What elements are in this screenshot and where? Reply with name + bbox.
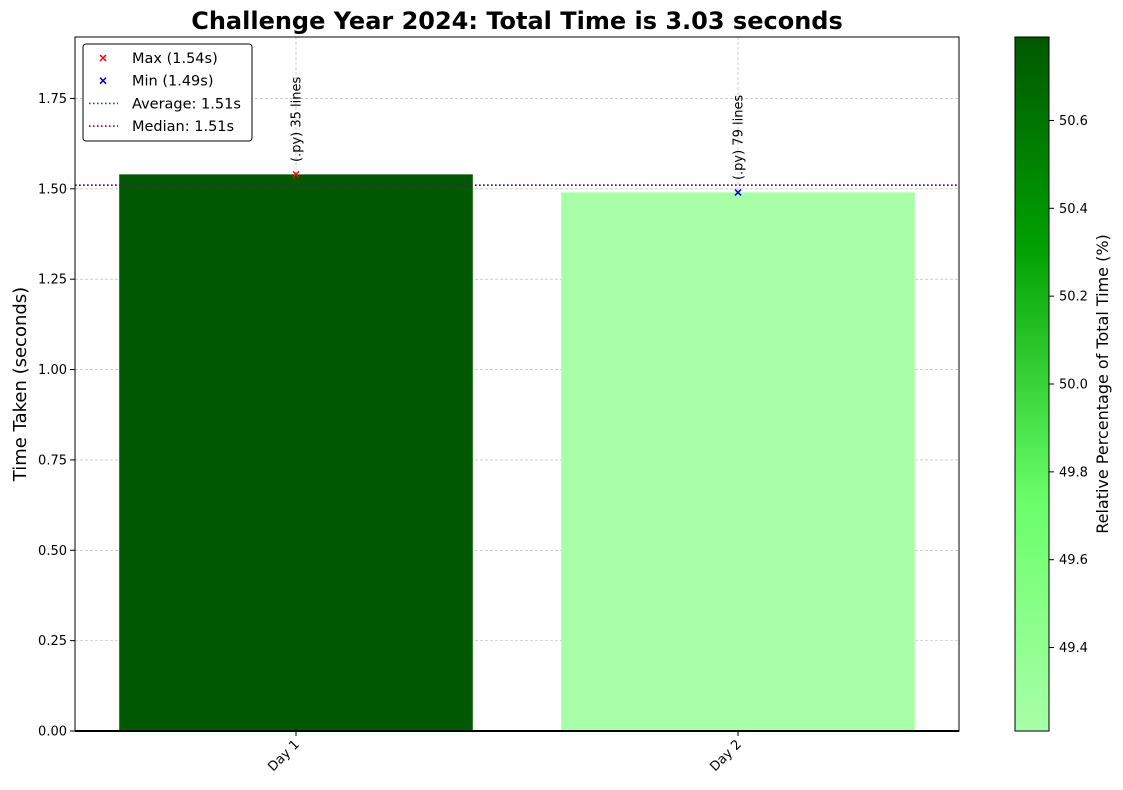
bar (561, 192, 915, 732)
markers (292, 170, 742, 196)
colorbar-tick-label: 49.4 (1059, 641, 1088, 656)
legend-item: Average: 1.51s (89, 96, 241, 112)
colorbar-tick-label: 50.6 (1059, 114, 1088, 129)
y-tick-label: 1.50 (38, 182, 67, 197)
max-marker (292, 170, 300, 178)
bar-annotation: (.py) 79 lines (732, 95, 747, 180)
x-tick-label: Day 1 (265, 737, 303, 775)
legend: Max (1.54s) Min (1.49s) Average: 1.51s Medi… (82, 43, 253, 142)
legend-label: Max (1.54s) (132, 51, 218, 67)
colorbar-tick-label: 50.0 (1059, 378, 1088, 393)
y-tick-label: 0.50 (38, 544, 67, 559)
bars (119, 174, 915, 732)
legend-item: Max (1.54s) (99, 51, 218, 67)
colorbar-tick-label: 50.2 (1059, 290, 1088, 305)
colorbar-tick-label: 49.8 (1059, 465, 1088, 480)
colorbar-tick-label: 49.6 (1059, 553, 1088, 568)
y-axis: 0.00 0.25 0.50 0.75 1.00 1.25 1.50 1.75 (38, 92, 75, 740)
colorbar-label: Relative Percentage of Total Time (%) (1093, 234, 1112, 534)
colorbar-tick-label: 50.4 (1059, 202, 1088, 217)
y-tick-label: 0.75 (38, 453, 67, 468)
y-tick-label: 1.75 (38, 92, 67, 107)
min-marker (734, 188, 742, 196)
colorbar-scale (1014, 36, 1050, 732)
bar (119, 174, 473, 731)
bar-annotations: (.py) 35 lines (.py) 79 lines (290, 76, 747, 180)
legend-label: Min (1.49s) (132, 74, 214, 90)
legend-box (82, 43, 253, 142)
colorbar: Relative Percentage of Total Time (%) 49… (1014, 36, 1112, 732)
legend-label: Median: 1.51s (132, 119, 234, 135)
x-axis: Day 1 Day 2 (265, 731, 745, 775)
legend-item: Median: 1.51s (89, 119, 234, 135)
y-tick-label: 1.25 (38, 273, 67, 288)
bar-annotation: (.py) 35 lines (290, 76, 305, 161)
y-tick-label: 0.00 (38, 725, 67, 740)
y-tick-label: 1.00 (38, 363, 67, 378)
legend-marker-icon (99, 77, 107, 85)
y-axis-label: Time Taken (seconds) (10, 287, 31, 482)
y-tick-label: 0.25 (38, 634, 67, 649)
legend-label: Average: 1.51s (132, 96, 241, 112)
legend-marker-icon (99, 54, 107, 62)
x-tick-label: Day 2 (707, 737, 745, 775)
legend-item: Min (1.49s) (99, 74, 214, 90)
chart-title: Challenge Year 2024: Total Time is 3.03 … (191, 7, 843, 35)
